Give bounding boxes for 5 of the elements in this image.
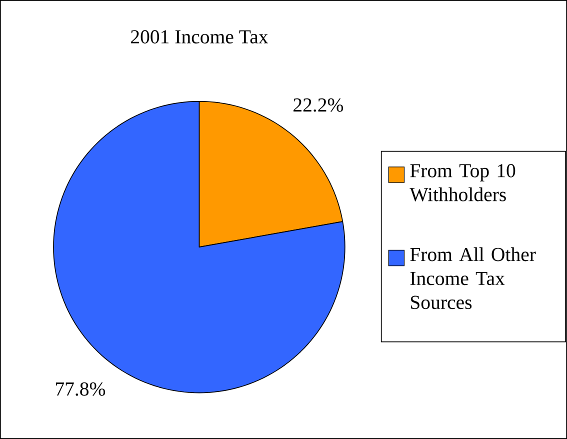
data-label: 77.8%	[56, 382, 106, 396]
chart-title: 2001 Income Tax	[131, 30, 268, 44]
legend-label: From All Other Income Tax Sources	[410, 247, 536, 310]
legend-label: From Top 10 Withholders	[410, 164, 516, 202]
data-label: 22.2%	[294, 98, 344, 112]
